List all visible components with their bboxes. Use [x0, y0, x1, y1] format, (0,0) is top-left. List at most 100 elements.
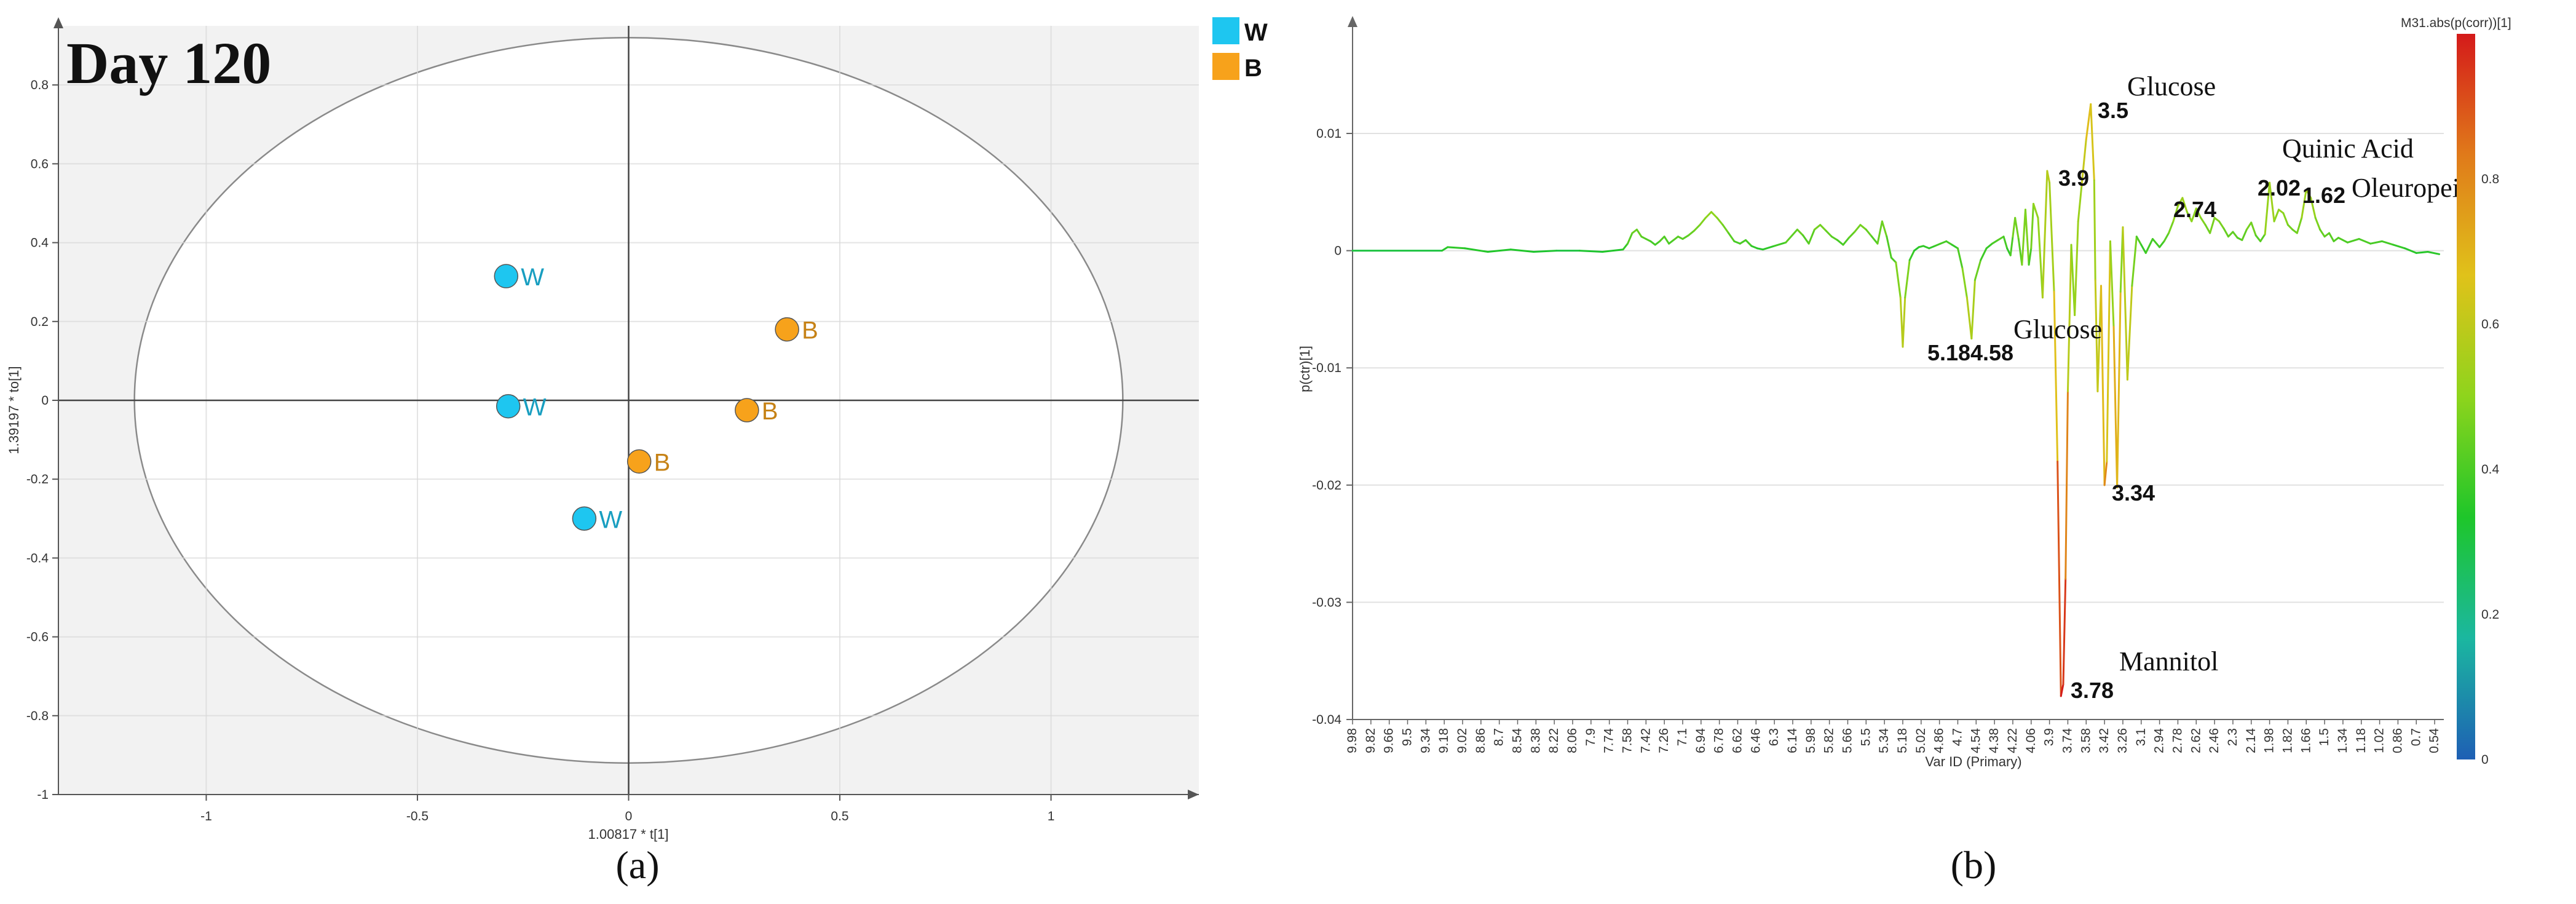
loading-line-segment: [1808, 228, 1815, 245]
loading-line-segment: [2077, 185, 2083, 223]
loading-x-tick-label: 2.3: [2226, 728, 2240, 746]
loading-line-segment: [1928, 245, 1936, 250]
loading-x-tick-label: 1.98: [2262, 728, 2277, 753]
peak-annotation: 5.18: [1927, 340, 1970, 365]
legend-swatch-b: [1212, 53, 1239, 80]
loading-line-segment: [1886, 236, 1892, 259]
y-tick-label: -0.2: [26, 472, 49, 486]
loading-line-segment: [2151, 238, 2161, 248]
loading-y-tick-label: 0.01: [1316, 127, 1341, 141]
y-axis-label: 1.39197 * to[1]: [6, 366, 22, 454]
score-plot-panel: -1 -0.5 0 0.5 1 0.8 0.6 0.4 0.2 0 -0.2 -0.4 -0.6 -0.…: [6, 17, 1268, 887]
loading-line-segment: [2404, 247, 2417, 254]
loading-y-tick-labels: 0.01 0 -0.01 -0.02 -0.03 -0.04: [1312, 127, 1341, 727]
y-tick-label: -0.8: [26, 709, 49, 723]
loading-line-segment: [1668, 239, 1675, 245]
loading-line-segment: [2200, 216, 2207, 226]
loading-line-segment: [2250, 221, 2257, 237]
loading-line-segment: [1745, 239, 1753, 247]
loading-x-tick-label: 7.74: [1602, 728, 1616, 753]
loading-line-segment: [2090, 103, 2095, 181]
colorbar-tick-label: 0.4: [2481, 462, 2500, 477]
loading-x-tick-label: 6.3: [1767, 728, 1781, 746]
loading-line-segment: [1756, 247, 1764, 251]
loading-line-segment: [2310, 197, 2317, 219]
loading-line-segment: [2195, 207, 2202, 219]
loading-line-segment: [1908, 250, 1916, 261]
loading-x-tick-label: 3.26: [2116, 728, 2130, 753]
peak-annotation: 3.78: [2071, 678, 2114, 703]
loading-line-segment: [2168, 220, 2175, 234]
loading-line-segment: [2314, 216, 2321, 231]
loading-line-segment: [1663, 236, 1670, 245]
loading-y-tick-label: -0.02: [1312, 478, 1341, 493]
loading-line-segment: [1847, 231, 1856, 239]
loading-plot-axes: [1346, 16, 2444, 724]
loading-line-segment: [2204, 224, 2211, 234]
loading-line-segment: [1966, 296, 1973, 340]
loading-line-segment: [2030, 202, 2035, 250]
y-tick-label: -0.4: [26, 551, 49, 565]
peak-annotation: Glucose: [2013, 314, 2102, 344]
loading-line-segment: [1447, 246, 1466, 250]
loading-line-segment: [1871, 236, 1879, 245]
loading-x-tick-label: 7.9: [1584, 728, 1598, 746]
colorbar-tick-label: 0: [2481, 753, 2489, 767]
loading-x-tick-label: 8.38: [1528, 728, 1543, 753]
loading-line-segment: [2278, 208, 2285, 215]
loading-line-segment: [1997, 236, 2005, 241]
loading-x-tick-label: 8.7: [1492, 728, 1506, 746]
loading-x-tick-label: 1.18: [2354, 728, 2368, 753]
loading-x-tick-label: 9.82: [1364, 728, 1378, 753]
loading-x-tick-label: 9.18: [1437, 728, 1451, 753]
loading-line-segment: [2140, 244, 2147, 254]
loading-line-segment: [1859, 224, 1867, 231]
loading-x-tick-label: 9.02: [1455, 728, 1469, 753]
loading-line-segment: [2106, 240, 2111, 463]
loading-line-segment: [2273, 208, 2280, 223]
loading-x-tick-label: 4.22: [2005, 728, 2020, 753]
loading-x-tick-label: 5.02: [1914, 728, 1928, 753]
colorbar-tick-label: 0.8: [2481, 172, 2499, 186]
loading-line-segment: [2126, 285, 2133, 381]
legend-label-w: W: [1244, 19, 1268, 46]
loading-x-tick-label: 9.98: [1345, 728, 1359, 753]
loading-x-tick-label: 2.78: [2170, 728, 2184, 753]
loading-line-segment: [1750, 245, 1758, 250]
loading-line-segment: [1945, 240, 1953, 246]
loading-line-segment: [1728, 232, 1736, 242]
peak-annotation: Glucose: [2127, 71, 2216, 101]
loading-line-segment: [2014, 216, 2020, 240]
legend: W B: [1212, 17, 1268, 82]
caption-a: (a): [615, 843, 659, 887]
loading-x-tick-label: 9.66: [1382, 728, 1396, 753]
loading-line-segment: [1876, 220, 1883, 245]
loading-line-segment: [1693, 224, 1701, 232]
loading-x-tick-label: 1.5: [2317, 728, 2331, 746]
x-axis-label: 1.00817 * t[1]: [588, 827, 669, 842]
loading-x-tick-label: 4.86: [1932, 728, 1946, 753]
y-tick-label: 0.8: [31, 78, 49, 92]
loading-x-tick-label: 9.5: [1400, 728, 1414, 746]
loading-y-axis-label: p(ctr)[1]: [1297, 346, 1313, 392]
x-tick-label: 0.5: [831, 809, 848, 823]
loading-line-segment: [1721, 224, 1730, 234]
loading-x-tick-label: 3.58: [2079, 728, 2093, 753]
loading-line-segment: [1881, 220, 1888, 238]
loading-line-segment: [2328, 232, 2335, 242]
point-label: B: [802, 317, 818, 344]
score-points: W W W B B B: [494, 264, 818, 533]
loading-y-tick-label: -0.03: [1312, 595, 1341, 609]
loading-line-segment: [1825, 229, 1833, 238]
score-point-b: [775, 317, 799, 342]
loading-line-segment: [2282, 212, 2289, 226]
score-point-b: [735, 398, 759, 422]
loading-line-segment: [2259, 233, 2266, 242]
loading-x-tick-label: 2.62: [2189, 728, 2203, 753]
peak-annotation: 2.74: [2173, 197, 2216, 222]
peak-annotation: 4.58: [1970, 340, 2013, 365]
loading-line-segment: [1985, 242, 1993, 250]
loading-line-segment: [1631, 228, 1638, 234]
